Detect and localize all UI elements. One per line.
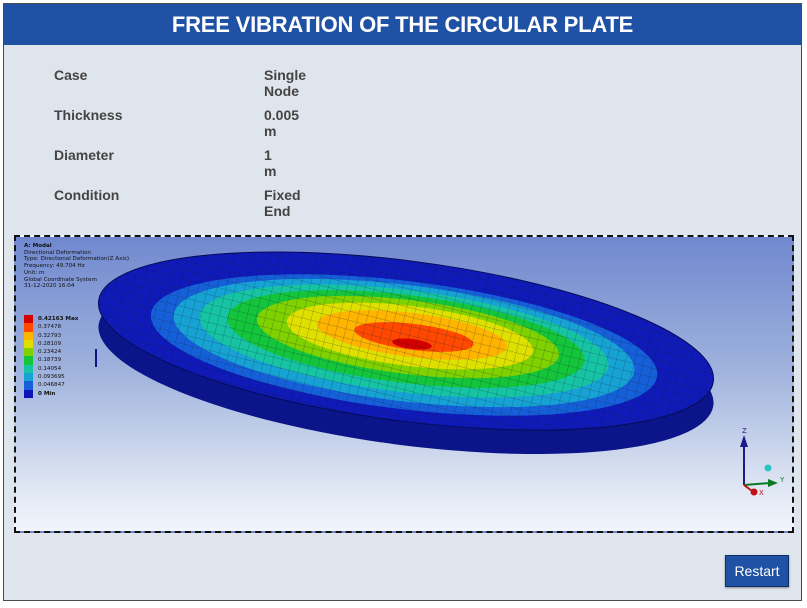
legend-value: 0.28109 bbox=[38, 340, 62, 347]
result-info-line: Unit: m bbox=[24, 269, 45, 276]
axis-x-label: X bbox=[759, 489, 764, 497]
property-value: Single Node bbox=[264, 67, 307, 99]
legend-value: 0.23424 bbox=[38, 349, 62, 356]
legend-swatch bbox=[24, 373, 33, 382]
axis-triad: Z Y X bbox=[740, 427, 785, 497]
app-frame: FREE VIBRATION OF THE CIRCULAR PLATE Cas… bbox=[3, 3, 802, 601]
property-value: Fixed End bbox=[264, 187, 301, 219]
property-label: Diameter bbox=[54, 147, 114, 163]
legend-value: 0 Min bbox=[38, 390, 56, 397]
contour-bands bbox=[88, 237, 724, 461]
legend-swatch bbox=[24, 381, 33, 390]
legend-value: 0.14054 bbox=[38, 365, 62, 372]
page-title: FREE VIBRATION OF THE CIRCULAR PLATE bbox=[4, 4, 801, 45]
property-label: Condition bbox=[54, 187, 120, 203]
legend-value: 0.37478 bbox=[38, 324, 62, 331]
restart-button[interactable]: Restart bbox=[725, 555, 789, 587]
property-value: 1 m bbox=[264, 147, 277, 179]
legend-swatch bbox=[24, 389, 33, 398]
legend-swatch bbox=[24, 348, 33, 357]
property-label: Case bbox=[54, 67, 88, 83]
result-info: A: Modal Directional Deformation Type: D… bbox=[24, 243, 129, 290]
axis-z-label: Z bbox=[742, 427, 747, 435]
legend-value: 0.046847 bbox=[38, 382, 65, 389]
legend-swatch bbox=[24, 339, 33, 349]
legend-swatch bbox=[24, 331, 33, 340]
legend-swatch bbox=[24, 323, 33, 332]
deformation-plot: Z Y X bbox=[88, 237, 785, 497]
simulation-viewer: Z Y X A: Modal Directional Deformation T… bbox=[14, 235, 794, 533]
legend-value: 0.42163 Max bbox=[38, 316, 79, 322]
legend-value: 0.18739 bbox=[38, 357, 62, 364]
legend-swatch bbox=[24, 364, 33, 374]
result-info-line: Type: Directional Deformation(Z Axis) bbox=[24, 256, 130, 263]
legend-value: 0.32793 bbox=[38, 332, 62, 339]
property-label: Thickness bbox=[54, 107, 123, 123]
legend-value: 0.093695 bbox=[38, 374, 65, 381]
axis-y-label: Y bbox=[779, 476, 785, 484]
result-title: A: Modal bbox=[24, 243, 52, 249]
result-info-line: Directional Deformation bbox=[24, 249, 91, 256]
result-info-line: 31-12-2020 16:04 bbox=[24, 283, 75, 290]
property-value: 0.005 m bbox=[264, 107, 300, 139]
result-info-line: Frequency: 49.704 Hz bbox=[24, 263, 85, 270]
legend-swatch bbox=[24, 315, 33, 324]
legend-swatch bbox=[24, 356, 33, 365]
result-info-line: Global Coordinate System bbox=[24, 276, 97, 283]
